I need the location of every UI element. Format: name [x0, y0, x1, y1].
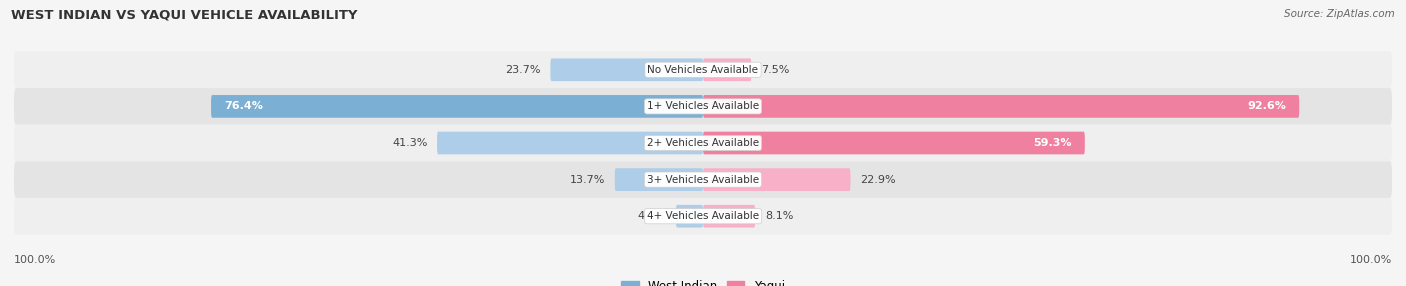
- Text: 13.7%: 13.7%: [569, 175, 605, 184]
- Text: 41.3%: 41.3%: [392, 138, 427, 148]
- Text: 8.1%: 8.1%: [765, 211, 793, 221]
- Text: 4.2%: 4.2%: [638, 211, 666, 221]
- Text: 4+ Vehicles Available: 4+ Vehicles Available: [647, 211, 759, 221]
- Text: 22.9%: 22.9%: [860, 175, 896, 184]
- FancyBboxPatch shape: [614, 168, 703, 191]
- Text: 1+ Vehicles Available: 1+ Vehicles Available: [647, 102, 759, 111]
- FancyBboxPatch shape: [211, 95, 703, 118]
- FancyBboxPatch shape: [14, 198, 1392, 235]
- Text: 100.0%: 100.0%: [14, 255, 56, 265]
- FancyBboxPatch shape: [14, 125, 1392, 161]
- Text: 59.3%: 59.3%: [1033, 138, 1071, 148]
- Text: 7.5%: 7.5%: [761, 65, 789, 75]
- Text: 3+ Vehicles Available: 3+ Vehicles Available: [647, 175, 759, 184]
- Text: 2+ Vehicles Available: 2+ Vehicles Available: [647, 138, 759, 148]
- Text: 92.6%: 92.6%: [1247, 102, 1286, 111]
- Text: WEST INDIAN VS YAQUI VEHICLE AVAILABILITY: WEST INDIAN VS YAQUI VEHICLE AVAILABILIT…: [11, 9, 357, 21]
- Text: 23.7%: 23.7%: [505, 65, 541, 75]
- Text: No Vehicles Available: No Vehicles Available: [648, 65, 758, 75]
- FancyBboxPatch shape: [550, 58, 703, 81]
- FancyBboxPatch shape: [14, 51, 1392, 88]
- Text: 76.4%: 76.4%: [224, 102, 263, 111]
- Legend: West Indian, Yaqui: West Indian, Yaqui: [616, 276, 790, 286]
- FancyBboxPatch shape: [14, 88, 1392, 125]
- FancyBboxPatch shape: [703, 168, 851, 191]
- FancyBboxPatch shape: [703, 95, 1299, 118]
- FancyBboxPatch shape: [437, 132, 703, 154]
- FancyBboxPatch shape: [14, 161, 1392, 198]
- Text: Source: ZipAtlas.com: Source: ZipAtlas.com: [1284, 9, 1395, 19]
- Text: 100.0%: 100.0%: [1350, 255, 1392, 265]
- FancyBboxPatch shape: [676, 205, 703, 228]
- FancyBboxPatch shape: [703, 132, 1085, 154]
- FancyBboxPatch shape: [703, 58, 751, 81]
- FancyBboxPatch shape: [703, 205, 755, 228]
